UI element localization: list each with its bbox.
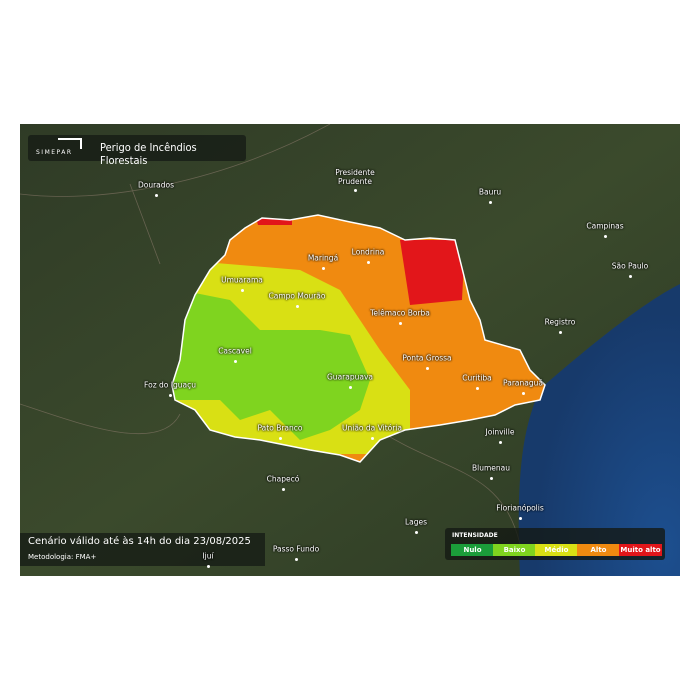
city-label: Curitiba [462, 373, 492, 383]
validity: Cenário válido até às 14h do dia 23/08/2… [28, 536, 251, 547]
city-label: Campo Mourão [268, 291, 326, 301]
city-label: Registro [544, 317, 576, 327]
legend-item: Nulo [451, 544, 494, 556]
city-dot [490, 477, 493, 480]
city-dot [322, 267, 325, 270]
map: SIMEPAR Perigo de Incêndios Florestais C… [20, 124, 680, 576]
city-label: Ijuí [202, 551, 214, 561]
city-label: São Paulo [611, 261, 649, 271]
map-canvas [20, 124, 680, 576]
city-dot [354, 189, 357, 192]
borders [20, 124, 521, 545]
city-dot [426, 367, 429, 370]
legend-item: Muito alto [619, 544, 662, 556]
city-dot [234, 360, 237, 363]
city-label: Telêmaco Borba [370, 308, 430, 318]
city-dot [296, 305, 299, 308]
city-dot [169, 394, 172, 397]
city-label: Presidente Prudente [335, 168, 375, 186]
city-dot [155, 194, 158, 197]
city-label: Guarapuava [327, 372, 373, 382]
legend-item: Baixo [493, 544, 536, 556]
header: SIMEPAR Perigo de Incêndios Florestais [28, 135, 246, 167]
city-dot [489, 201, 492, 204]
logo: SIMEPAR [36, 149, 73, 156]
city-label: Londrina [351, 247, 385, 257]
legend-item: Médio [535, 544, 578, 556]
city-label: Maringá [307, 253, 339, 263]
city-dot [519, 517, 522, 520]
ocean [518, 284, 680, 576]
city-label: Dourados [137, 180, 175, 190]
city-label: Foz do Iguaçu [144, 380, 196, 390]
city-dot [629, 275, 632, 278]
city-dot [559, 331, 562, 334]
city-dot [241, 289, 244, 292]
city-dot [207, 565, 210, 568]
zone-muito-alto [400, 240, 465, 305]
city-dot [476, 387, 479, 390]
legend-title: INTENSIDADE [452, 532, 498, 539]
city-dot [522, 392, 525, 395]
legend-item: Alto [577, 544, 620, 556]
city-label: Pato Branco [257, 423, 303, 433]
city-label: Lages [404, 517, 428, 527]
city-label: Bauru [478, 187, 502, 197]
city-dot [367, 261, 370, 264]
city-dot [295, 558, 298, 561]
city-label: Cascavel [218, 346, 252, 356]
logo-mark [58, 138, 82, 149]
city-label: Paranaguá [503, 378, 543, 388]
city-dot [415, 531, 418, 534]
city-dot [371, 437, 374, 440]
city-label: Florianópolis [496, 503, 544, 513]
city-label: Blumenau [471, 463, 511, 473]
city-label: Joinville [485, 427, 515, 437]
city-label: Ponta Grossa [402, 353, 452, 363]
city-dot [604, 235, 607, 238]
method: Metodologia: FMA+ [28, 553, 97, 561]
city-label: Chapecó [266, 474, 300, 484]
city-dot [399, 322, 402, 325]
legend: INTENSIDADE Nulo Baixo Médio Alto Muito alto [445, 528, 665, 560]
city-dot [499, 441, 502, 444]
city-label: União da Vitória [342, 423, 402, 433]
city-label: Passo Fundo [272, 544, 320, 554]
city-label: Umuarama [221, 275, 263, 285]
city-label: Campinas [586, 221, 624, 231]
city-dot [349, 386, 352, 389]
title: Perigo de Incêndios Florestais [100, 141, 197, 167]
city-dot [279, 437, 282, 440]
zone-baixo [172, 290, 370, 440]
footer: Cenário válido até às 14h do dia 23/08/2… [20, 533, 265, 566]
city-dot [282, 488, 285, 491]
